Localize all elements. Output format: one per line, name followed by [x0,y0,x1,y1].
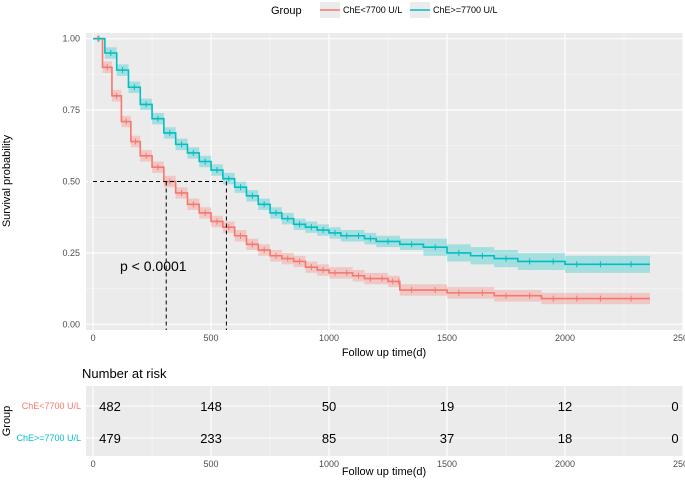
risk-y-axis-title: Group [1,406,13,437]
risk-cell: 19 [440,399,454,414]
risk-cell: 85 [322,431,336,446]
x-tick-label: 500 [204,333,219,343]
median-lines [93,181,227,330]
tick-labels-main: 0 500 1000 1500 2000 2500 0.00 0.25 0.50 0.75 1.00 [62,34,685,343]
risk-x-tick-label: 2500 [673,459,685,469]
risk-cell: 479 [99,431,121,446]
risk-x-tick-label: 0 [91,459,96,469]
risk-x-tick-label: 2000 [555,459,575,469]
y-tick-label: 0.50 [62,177,80,187]
risk-cell: 18 [558,431,572,446]
risk-cells: 482 148 50 19 12 0 479 233 85 37 18 0 [99,399,678,446]
risk-cell: 0 [671,431,678,446]
x-tick-label: 1000 [319,333,339,343]
x-axis-title: Follow up time(d) [342,347,426,359]
y-tick-label: 0.25 [62,248,80,258]
risk-cell: 148 [200,399,222,414]
risk-x-tick-label: 1000 [319,459,339,469]
legend-label-che-high: ChE>=7700 U/L [433,5,498,15]
tick-labels-risk: 0 500 1000 1500 2000 2500 [91,459,685,469]
risk-cell: 50 [322,399,336,414]
y-axis-title: Survival probability [1,134,13,227]
risk-cell: 233 [200,431,222,446]
risk-table-title: Number at risk [82,366,167,381]
risk-x-axis-title: Follow up time(d) [342,466,426,478]
risk-cell: 12 [558,399,572,414]
risk-cell: 482 [99,399,121,414]
risk-group-labels: ChE<7700 U/L ChE>=7700 U/L [16,401,81,443]
risk-group-label: ChE<7700 U/L [22,401,81,411]
risk-x-tick-label: 1500 [437,459,457,469]
legend: Group ChE<7700 U/L ChE>=7700 U/L [271,2,498,18]
x-tick-label: 1500 [437,333,457,343]
legend-title: Group [271,5,302,17]
risk-x-tick-label: 500 [204,459,219,469]
p-value-annotation: p < 0.0001 [120,258,187,274]
risk-cell: 0 [671,399,678,414]
risk-cell: 37 [440,431,454,446]
y-tick-label: 0.75 [62,105,80,115]
risk-group-label: ChE>=7700 U/L [16,433,81,443]
censor-marks [97,35,632,302]
x-tick-label: 2500 [673,333,685,343]
x-tick-label: 0 [91,333,96,343]
grid-risk [86,386,684,456]
y-tick-label: 0.00 [62,319,80,329]
y-tick-label: 1.00 [62,34,80,44]
legend-label-che-low: ChE<7700 U/L [343,5,402,15]
risk-panel [86,386,683,456]
survival-curve-che-low [93,37,650,300]
x-tick-label: 2000 [555,333,575,343]
